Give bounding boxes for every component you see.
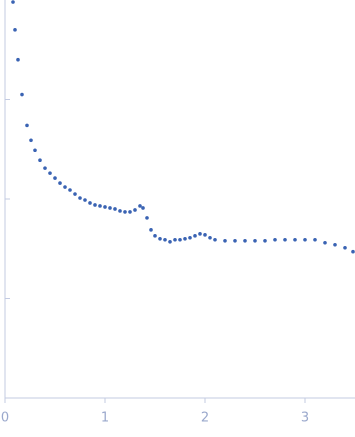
point — [11, 0, 15, 4]
point — [173, 237, 177, 242]
point — [108, 206, 112, 210]
point — [263, 238, 267, 243]
point — [133, 208, 137, 212]
x-tick-label: 2 — [201, 411, 209, 426]
point — [351, 249, 355, 254]
point — [73, 192, 77, 196]
point — [163, 237, 167, 242]
point — [48, 171, 52, 175]
point — [29, 138, 33, 143]
point — [178, 237, 182, 242]
point — [141, 206, 145, 210]
point — [198, 232, 202, 236]
x-tick-label: 1 — [101, 411, 109, 426]
point — [343, 245, 347, 250]
point — [183, 237, 187, 241]
point — [333, 242, 337, 247]
point — [138, 204, 142, 208]
point — [25, 123, 29, 128]
point — [78, 196, 82, 200]
point — [193, 234, 197, 238]
point — [88, 201, 92, 205]
point — [98, 204, 102, 208]
point — [203, 233, 207, 237]
point — [145, 216, 149, 220]
point — [118, 209, 122, 213]
point — [16, 57, 20, 62]
point — [128, 210, 132, 214]
point — [149, 228, 153, 232]
point — [313, 237, 317, 242]
point — [58, 181, 62, 185]
point — [153, 234, 157, 238]
x-tick-label: 3 — [301, 411, 309, 426]
point — [38, 158, 42, 162]
x-tick-label: 0 — [1, 411, 9, 426]
point — [208, 236, 212, 240]
point — [253, 238, 257, 243]
point — [20, 92, 24, 97]
point — [283, 237, 287, 242]
point — [13, 28, 17, 32]
point — [323, 240, 327, 245]
point — [293, 237, 297, 242]
point — [273, 237, 277, 242]
point — [68, 188, 72, 192]
point — [243, 238, 247, 243]
point — [168, 239, 172, 244]
point — [83, 198, 87, 202]
point — [188, 236, 192, 240]
point — [43, 166, 47, 170]
point — [213, 237, 217, 242]
point — [63, 185, 67, 189]
point — [113, 207, 117, 211]
point — [233, 238, 237, 243]
point — [223, 238, 227, 243]
point — [93, 203, 97, 207]
point — [303, 237, 307, 242]
point — [103, 205, 107, 209]
point — [123, 210, 127, 214]
point — [33, 148, 37, 153]
point — [158, 237, 162, 241]
point — [53, 176, 57, 180]
